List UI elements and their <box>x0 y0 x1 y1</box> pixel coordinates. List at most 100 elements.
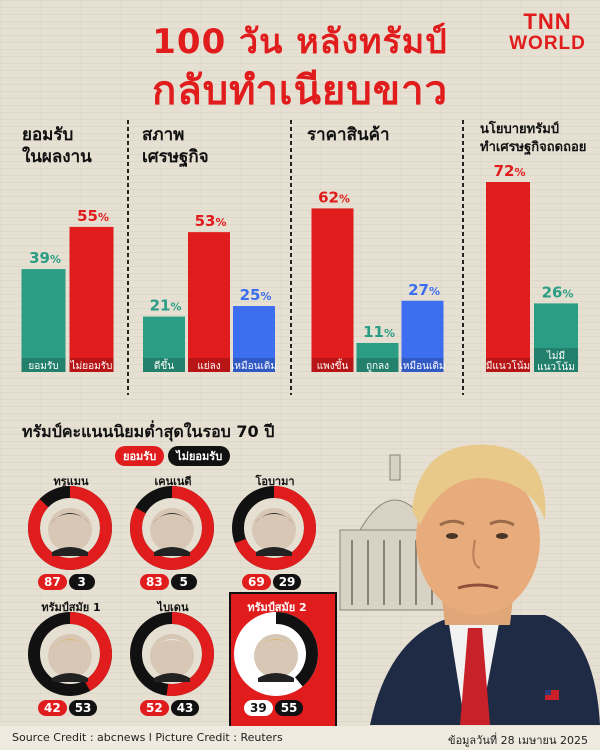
bar-label-band-2-1 <box>143 358 185 372</box>
bar-category-2-2: แย่ลง <box>197 361 220 372</box>
president-hair <box>152 513 192 524</box>
disapprove-value: 53 <box>68 700 98 716</box>
bar-4-1 <box>486 182 530 372</box>
bar-3-3 <box>401 300 444 372</box>
comparison-title: ทรัมป์คะแนนนิยมต่ำสุดในรอบ 70 ปี <box>22 422 275 441</box>
approve-value: 39 <box>244 700 273 716</box>
disapprove-value: 43 <box>170 700 200 716</box>
donut-approve-arc <box>130 486 214 570</box>
bar-value-2-2: 53 <box>195 212 216 230</box>
bar-label-band-3-1 <box>311 358 354 372</box>
bar-value-4-1: 72 <box>494 162 515 180</box>
bar-value-2-1: 21 <box>150 297 171 315</box>
chart-title-2: สภาพ <box>142 125 184 145</box>
donut-approve-arc <box>28 612 112 696</box>
donut-approve-arc <box>130 612 214 696</box>
president-card: โอบามา 69 29 <box>230 472 320 592</box>
president-suit <box>258 673 294 682</box>
approval-donut <box>28 486 112 570</box>
tnn-world-logo: TNN WORLD <box>500 10 595 54</box>
president-face <box>252 508 296 552</box>
approve-value: 52 <box>140 700 169 716</box>
president-hair <box>152 639 192 650</box>
bar-2-2 <box>188 232 230 372</box>
bar-category-3-1: แพงขึ้น <box>317 358 349 372</box>
logo-line1: TNN <box>523 9 572 34</box>
chart-title-1: ยอมรับ <box>22 125 73 145</box>
president-suit <box>52 547 88 556</box>
bar-percent-3-2: % <box>384 327 395 340</box>
bar-percent-2-3: % <box>260 290 271 303</box>
bar-category-1-1: ยอมรับ <box>28 361 58 372</box>
bar-category-2-1: ดีขึ้น <box>154 358 174 372</box>
bar-value-3-3: 27 <box>408 281 429 299</box>
comparison-legend: ยอมรับ ไม่ยอมรับ <box>115 446 231 466</box>
president-suit <box>154 673 190 682</box>
page-title-line1: 100 วัน หลังทรัมป์ <box>152 22 448 62</box>
bar-value-2-3: 25 <box>240 286 261 304</box>
bar-category-2-3: เหมือนเดิม <box>231 360 277 372</box>
logo-line2: WORLD <box>509 33 586 54</box>
president-card: เคนเนดี 83 5 <box>128 472 218 592</box>
president-suit <box>256 547 292 556</box>
president-name: ทรัมป์สมัย 2 <box>247 601 307 614</box>
president-hair <box>50 513 90 524</box>
bar-2-3 <box>233 306 275 372</box>
data-date: ข้อมูลวันที่ 28 เมษายน 2025 <box>448 734 588 747</box>
approval-values: 87 3 <box>38 574 95 590</box>
source-credit: Source Credit : abcnews l Picture Credit… <box>12 731 283 744</box>
legend-approve: ยอมรับ <box>115 446 165 466</box>
approval-values: 39 55 <box>244 700 304 716</box>
bar-label-band-1-1 <box>21 358 66 372</box>
approval-donut <box>28 612 112 696</box>
bar-value-1-1: 39 <box>29 249 50 267</box>
bar-category-1-2: ไม่ยอมรับ <box>70 360 113 372</box>
bar-value-1-2: 55 <box>77 207 98 225</box>
bar-percent-2-1: % <box>170 301 181 314</box>
president-hair <box>256 639 296 650</box>
president-face <box>150 508 194 552</box>
bar-percent-3-3: % <box>429 285 440 298</box>
approval-values: 42 53 <box>38 700 98 716</box>
bar-category-4-2: แนวโน้ม <box>537 360 575 373</box>
approve-value: 83 <box>140 574 169 590</box>
approval-values: 83 5 <box>140 574 197 590</box>
disapprove-value: 3 <box>68 574 95 590</box>
president-card: ทรัมป์สมัย 2 39 55 <box>232 598 322 718</box>
president-hair <box>50 639 90 650</box>
approval-values: 69 29 <box>242 574 302 590</box>
bar-category-3-3: เหมือนเดิม <box>400 360 446 372</box>
page-title-line2: กลับทำเนียบขาว <box>151 68 449 114</box>
bar-percent-3-1: % <box>339 192 350 205</box>
donut-approve-arc <box>232 486 316 570</box>
donut-approve-arc <box>234 612 318 696</box>
trump-photo <box>339 444 600 725</box>
bar-2-1 <box>143 316 185 372</box>
president-face <box>254 634 298 678</box>
president-card: ทรัมป์สมัย 1 42 53 <box>26 598 116 718</box>
disapprove-value: 55 <box>274 700 304 716</box>
chart-title-4: ทำเศรษฐกิจถดถอย <box>480 139 586 156</box>
approval-donut <box>130 486 214 570</box>
footer: Source Credit : abcnews l Picture Credit… <box>0 726 600 750</box>
bar-value-3-2: 11 <box>363 323 384 341</box>
approval-donut <box>232 486 316 570</box>
president-name: ทรูแมน <box>53 475 89 488</box>
bar-value-3-1: 62 <box>318 188 339 206</box>
bar-1-2 <box>69 226 114 372</box>
bar-value-4-2: 26 <box>542 283 563 301</box>
bar-category-3-2: ถูกลง <box>366 361 389 372</box>
president-face <box>48 634 92 678</box>
bar-4-2 <box>534 303 578 372</box>
bar-category-4-2: ไม่มี <box>546 350 565 362</box>
approval-donut <box>130 612 214 696</box>
president-name: ทรัมป์สมัย 1 <box>41 601 101 614</box>
president-face <box>150 634 194 678</box>
bar-label-band-2-2 <box>188 358 230 372</box>
chart-title-2: เศรษฐกิจ <box>142 147 209 168</box>
president-suit <box>154 547 190 556</box>
bar-label-band-4-2 <box>534 348 578 372</box>
approval-donut <box>234 612 318 696</box>
approval-values: 52 43 <box>140 700 200 716</box>
